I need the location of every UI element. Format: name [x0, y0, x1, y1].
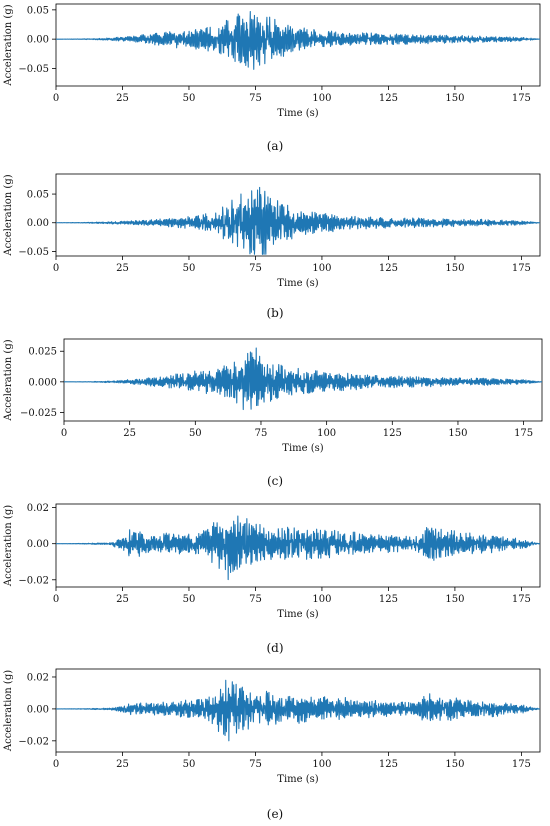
caption-b: (b)	[266, 306, 284, 320]
x-tick-label-d-1: 25	[116, 594, 129, 605]
x-axis-label-d: Time (s)	[277, 609, 318, 620]
caption-c: (c)	[266, 474, 284, 488]
x-tick-label-c-4: 100	[317, 428, 336, 439]
y-axis-label-d: Acceleration (g)	[3, 505, 14, 587]
x-tick-label-a-3: 75	[249, 93, 262, 104]
y-tick-label-b-2: −0.05	[18, 247, 49, 258]
x-tick-label-d-0: 0	[53, 594, 59, 605]
series-line-e	[55, 679, 541, 742]
series-line-b	[55, 186, 541, 255]
y-tick-label-b-1: 0.00	[27, 218, 49, 229]
axes-frame-c	[63, 338, 543, 422]
y-tick-label-a-1: 0.00	[27, 35, 49, 46]
caption-e: (e)	[266, 807, 284, 821]
x-axis-label-b: Time (s)	[277, 278, 318, 289]
x-tick-label-c-0: 0	[61, 428, 67, 439]
x-tick-label-a-4: 100	[312, 93, 331, 104]
x-tick-label-e-3: 75	[249, 759, 262, 770]
x-tick-label-c-6: 150	[448, 428, 467, 439]
x-tick-label-a-1: 25	[116, 93, 129, 104]
x-tick-label-b-5: 125	[379, 263, 398, 274]
x-tick-label-a-7: 175	[512, 93, 531, 104]
y-tick-label-e-2: −0.02	[18, 736, 49, 747]
y-tick-label-c-0: 0.025	[28, 347, 57, 358]
x-tick-label-c-3: 75	[255, 428, 268, 439]
axes-frame-a	[55, 3, 541, 87]
series-line-d	[55, 515, 541, 581]
x-tick-label-a-5: 125	[379, 93, 398, 104]
x-tick-label-d-7: 175	[512, 594, 531, 605]
axes-frame-d	[55, 503, 541, 588]
chart-svg-b: 0 25 50 75 100 125 150 175 0.05 0.00 −0.05 Time (s)…	[3, 173, 541, 289]
x-tick-label-c-2: 50	[189, 428, 202, 439]
x-tick-label-c-5: 125	[383, 428, 402, 439]
x-axis-label-a: Time (s)	[277, 108, 318, 119]
x-tick-label-d-3: 75	[249, 594, 262, 605]
chart-svg-a: 0 25 50 75 100 125 150 175 0.05 0.00 −0.05 Time (s)…	[3, 3, 541, 119]
chart-panel-a: 0 25 50 75 100 125 150 175 0.05 0.00 −0.05 Time (s)…	[0, 0, 550, 165]
y-tick-label-e-0: 0.02	[27, 672, 49, 683]
x-tick-label-e-1: 25	[116, 759, 129, 770]
y-tick-label-b-0: 0.05	[27, 190, 49, 201]
axes-frame-e	[55, 668, 541, 753]
y-tick-label-d-1: 0.00	[27, 539, 49, 550]
chart-svg-c: 0 25 50 75 100 125 150 175 0.025 0.000 −0.025 Time …	[3, 338, 543, 454]
x-tick-label-e-7: 175	[512, 759, 531, 770]
x-tick-label-a-2: 50	[183, 93, 196, 104]
x-tick-label-b-3: 75	[249, 263, 262, 274]
x-tick-label-b-2: 50	[183, 263, 196, 274]
x-tick-label-d-4: 100	[312, 594, 331, 605]
x-tick-label-e-0: 0	[53, 759, 59, 770]
x-tick-label-d-2: 50	[183, 594, 196, 605]
x-tick-label-b-6: 150	[445, 263, 464, 274]
x-tick-label-a-6: 150	[445, 93, 464, 104]
x-tick-label-e-6: 150	[445, 759, 464, 770]
x-tick-label-a-0: 0	[53, 93, 59, 104]
chart-panel-e: 0 25 50 75 100 125 150 175 0.02 0.00 −0.02 Time (s)…	[0, 660, 550, 825]
y-axis-label-a: Acceleration (g)	[3, 4, 14, 86]
x-tick-label-b-0: 0	[53, 263, 59, 274]
x-axis-label-e: Time (s)	[277, 774, 318, 785]
x-tick-label-b-4: 100	[312, 263, 331, 274]
series-line-c	[63, 347, 543, 411]
x-tick-label-b-1: 25	[116, 263, 129, 274]
y-tick-label-c-2: −0.025	[20, 408, 57, 419]
y-axis-label-c: Acceleration (g)	[3, 339, 14, 421]
chart-panel-b: 0 25 50 75 100 125 150 175 0.05 0.00 −0.05 Time (s)…	[0, 165, 550, 330]
x-tick-label-e-2: 50	[183, 759, 196, 770]
y-tick-label-c-1: 0.000	[28, 377, 57, 388]
x-tick-label-e-4: 100	[312, 759, 331, 770]
x-tick-label-c-7: 175	[514, 428, 533, 439]
axes-frame-b	[55, 173, 541, 257]
y-tick-label-d-0: 0.02	[27, 503, 49, 514]
y-axis-label-e: Acceleration (g)	[3, 670, 14, 752]
series-line-a	[55, 10, 541, 70]
chart-svg-e: 0 25 50 75 100 125 150 175 0.02 0.00 −0.02 Time (s)…	[3, 668, 541, 785]
caption-d: (d)	[266, 641, 284, 655]
x-tick-label-b-7: 175	[512, 263, 531, 274]
y-tick-label-d-2: −0.02	[18, 575, 49, 586]
x-tick-label-d-5: 125	[379, 594, 398, 605]
chart-panel-c: 0 25 50 75 100 125 150 175 0.025 0.000 −0.025 Time …	[0, 330, 550, 495]
chart-panel-d: 0 25 50 75 100 125 150 175 0.02 0.00 −0.02 Time (s)…	[0, 495, 550, 660]
x-tick-label-c-1: 25	[123, 428, 136, 439]
x-axis-label-c: Time (s)	[282, 443, 323, 454]
x-tick-label-d-6: 150	[445, 594, 464, 605]
y-tick-label-e-1: 0.00	[27, 704, 49, 715]
y-tick-label-a-0: 0.05	[27, 5, 49, 16]
chart-svg-d: 0 25 50 75 100 125 150 175 0.02 0.00 −0.02 Time (s)…	[3, 503, 541, 620]
y-tick-label-a-2: −0.05	[18, 64, 49, 75]
x-tick-label-e-5: 125	[379, 759, 398, 770]
caption-a: (a)	[266, 139, 284, 153]
y-axis-label-b: Acceleration (g)	[3, 174, 14, 256]
